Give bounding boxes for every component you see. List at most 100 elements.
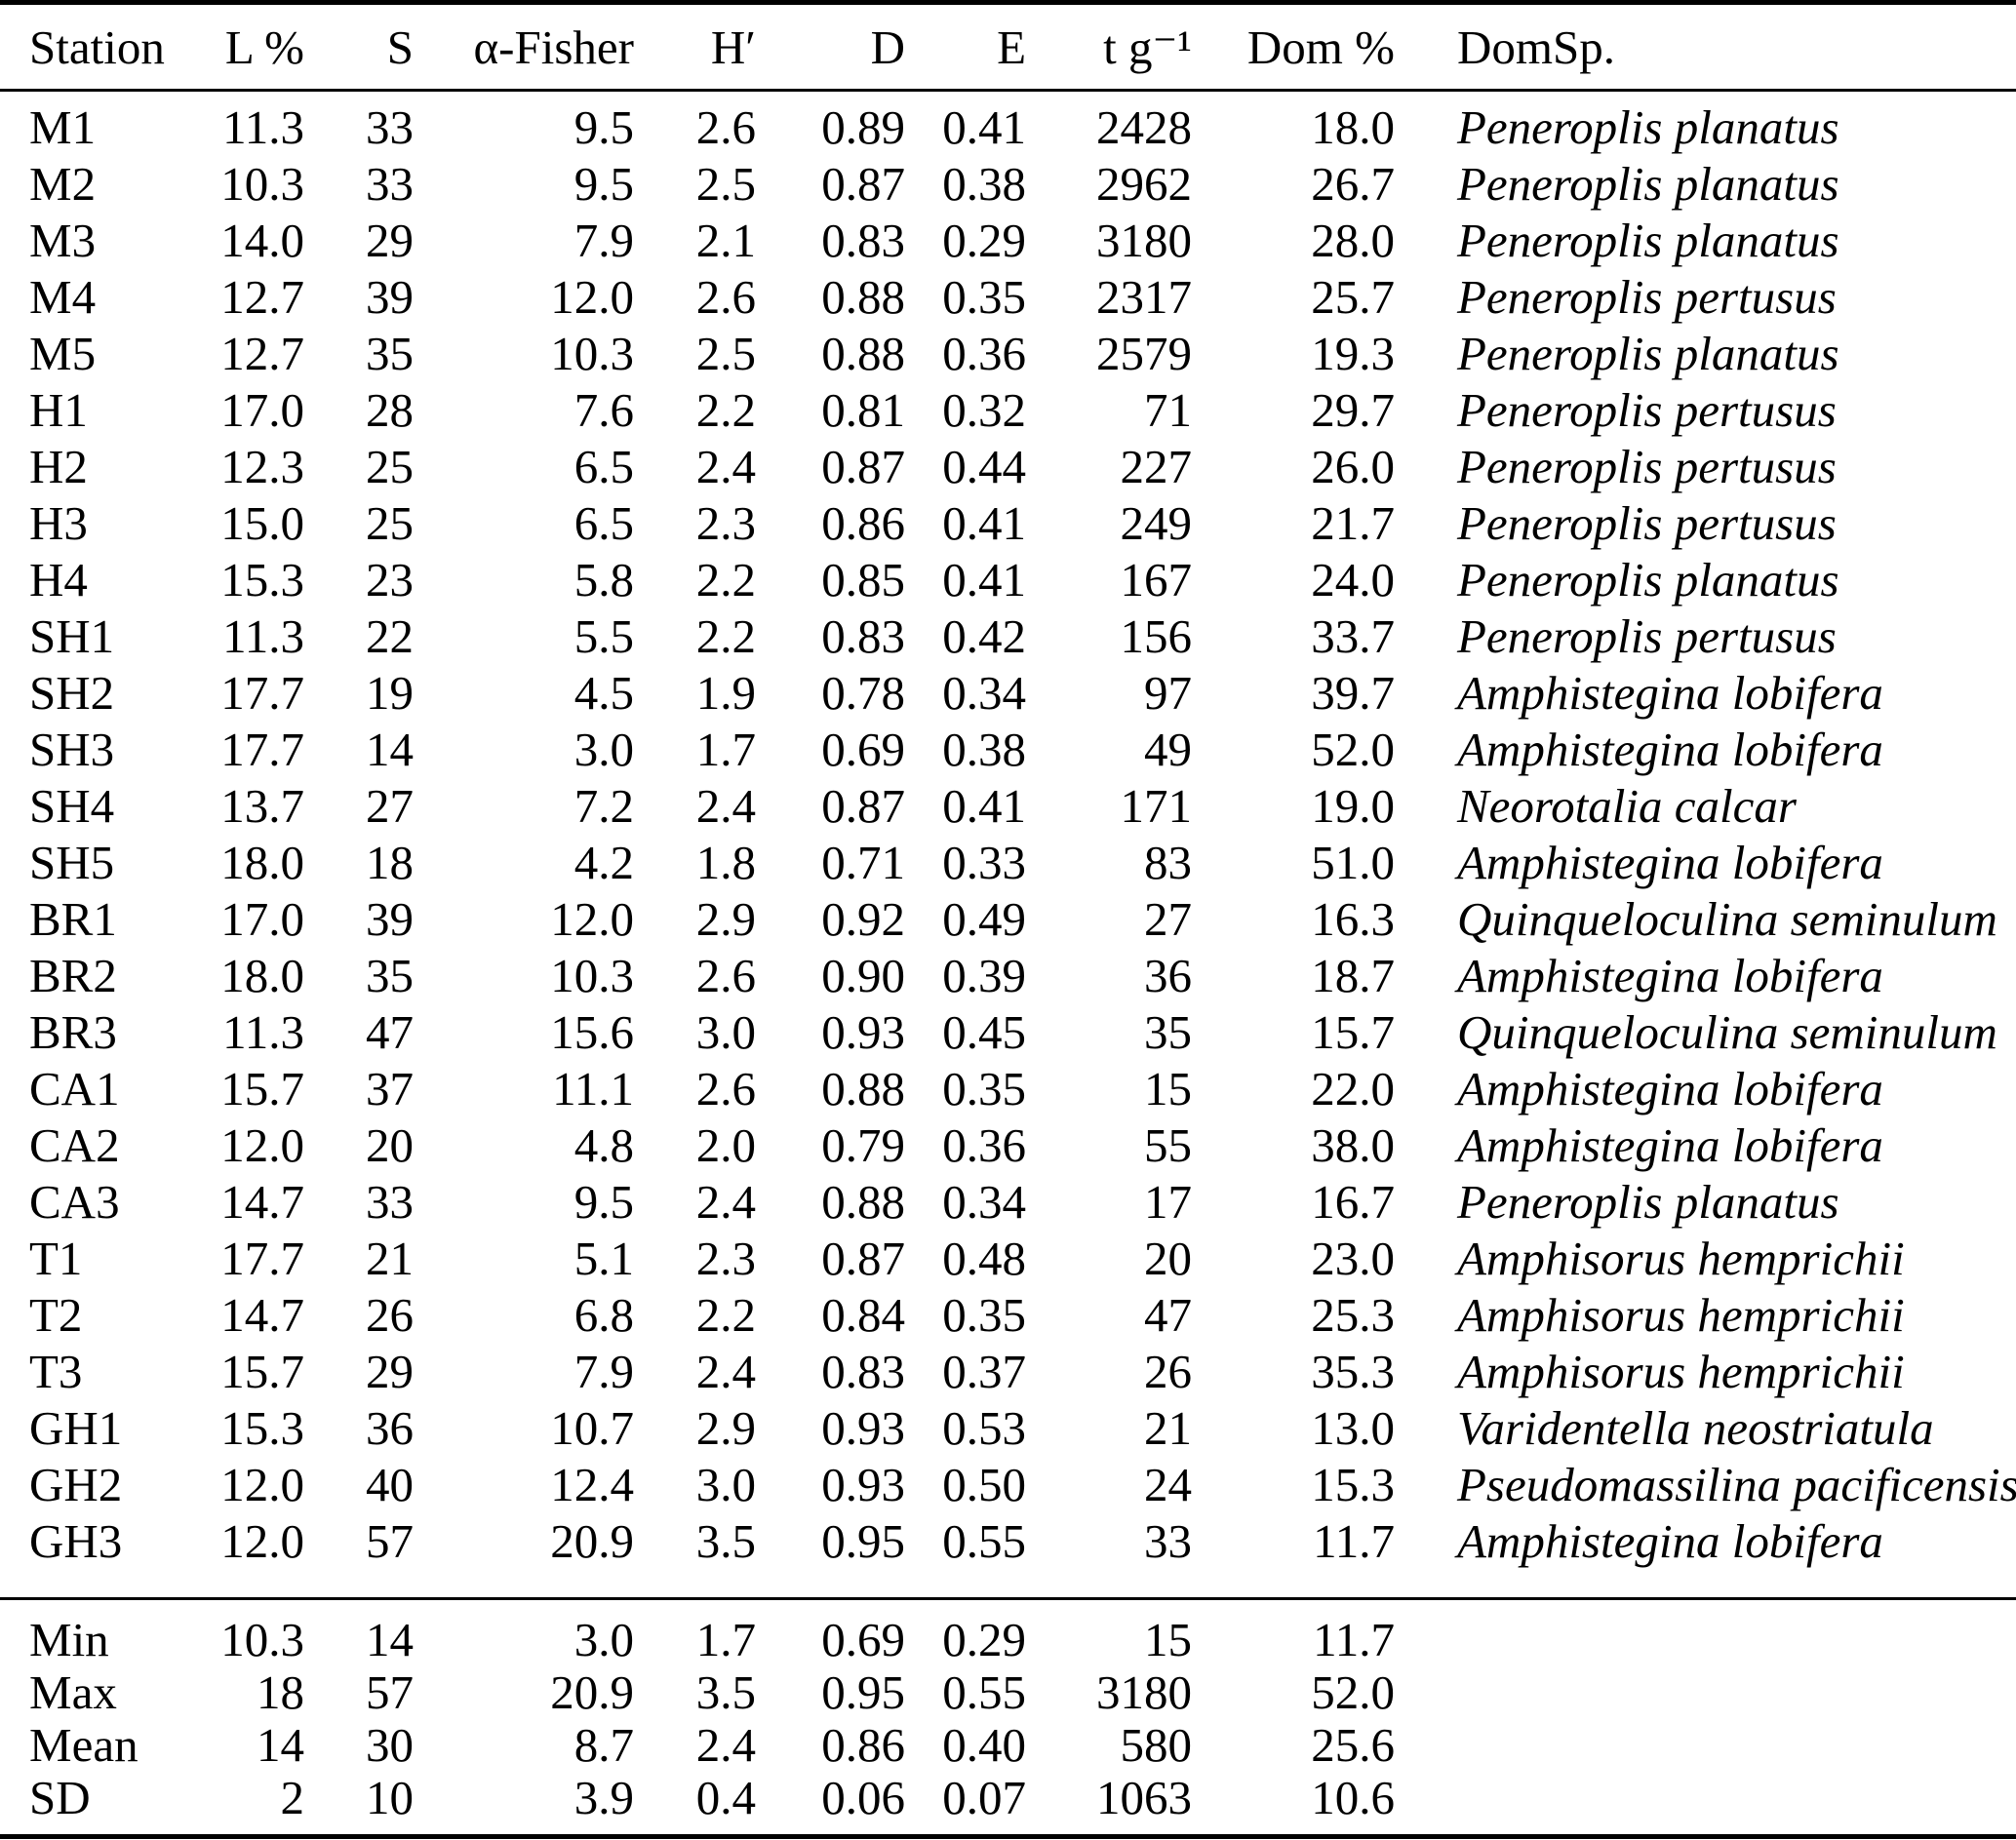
cell-t_per_g: 227 bbox=[1120, 440, 1193, 493]
cell-t_per_g: 83 bbox=[1144, 836, 1192, 889]
cell-e: 0.29 bbox=[905, 1597, 1026, 1666]
table-row-BR2: BR2 18.0 35 10.3 2.6 0.90 0.39 36 18.7 Amphistegi… bbox=[0, 948, 2016, 1004]
table-row-Mean: Mean 14 30 8.7 2.4 0.86 0.40 580 25.6 bbox=[0, 1719, 2016, 1772]
cell-station: CA3 bbox=[29, 1175, 120, 1229]
cell-s: 33 bbox=[366, 1175, 414, 1229]
cell-s: 35 bbox=[366, 327, 414, 380]
cell-alpha_fisher: 6.5 bbox=[573, 496, 634, 550]
cell-s: 26 bbox=[366, 1288, 414, 1342]
column-header-e: E bbox=[905, 0, 1026, 92]
cell-t_per_g: 27 bbox=[1144, 892, 1192, 946]
cell-e: 0.44 bbox=[942, 440, 1026, 493]
cell-l_pct: 11.3 bbox=[222, 609, 304, 663]
table-row-CA3: CA3 14.7 33 9.5 2.4 0.88 0.34 17 16.7 Peneroplis … bbox=[0, 1174, 2016, 1231]
cell-l_pct: 12.3 bbox=[220, 440, 304, 493]
cell-station: SD bbox=[0, 1772, 166, 1839]
table-row-SH1: SH1 11.3 22 5.5 2.2 0.83 0.42 156 33.7 Peneroplis… bbox=[0, 608, 2016, 665]
cell-t_per_g: 580 bbox=[1120, 1718, 1193, 1772]
cell-dom_sp: Peneroplis planatus bbox=[1457, 157, 1839, 211]
cell-e: 0.41 bbox=[942, 100, 1026, 154]
cell-station: T2 bbox=[29, 1288, 83, 1342]
cell-dom_pct: 29.7 bbox=[1311, 383, 1395, 437]
cell-d: 0.88 bbox=[821, 327, 905, 380]
table-body: M1 11.3 33 9.5 2.6 0.89 0.41 2428 18.0 Peneroplis… bbox=[0, 91, 2016, 1599]
cell-t_per_g: 2962 bbox=[1096, 157, 1192, 211]
cell-h_prime: 0.4 bbox=[634, 1772, 756, 1839]
cell-station: GH1 bbox=[29, 1401, 123, 1455]
cell-d: 0.95 bbox=[821, 1665, 905, 1719]
cell-alpha_fisher: 7.9 bbox=[573, 214, 634, 267]
cell-dom_sp: Peneroplis pertusus bbox=[1457, 383, 1837, 437]
cell-s: 14 bbox=[366, 723, 414, 776]
cell-station: Max bbox=[29, 1665, 117, 1719]
cell-d: 0.87 bbox=[821, 1232, 905, 1285]
cell-station: M4 bbox=[29, 270, 97, 324]
cell-station: M1 bbox=[29, 100, 97, 154]
cell-h_prime: 2.0 bbox=[695, 1118, 756, 1172]
cell-s: 19 bbox=[366, 666, 414, 720]
cell-h_prime: 3.0 bbox=[695, 1005, 756, 1059]
column-header-t_per_g: t g⁻¹ bbox=[1026, 0, 1192, 92]
cell-s: 18 bbox=[366, 836, 414, 889]
cell-alpha_fisher: 3.9 bbox=[414, 1772, 634, 1839]
cell-station: CA1 bbox=[29, 1062, 120, 1116]
cell-d: 0.93 bbox=[821, 1005, 905, 1059]
cell-alpha_fisher: 9.5 bbox=[573, 157, 634, 211]
cell-alpha_fisher: 12.0 bbox=[550, 270, 634, 324]
table-row-BR3: BR3 11.3 47 15.6 3.0 0.93 0.45 35 15.7 Quinqueloc… bbox=[0, 1004, 2016, 1061]
cell-s: 35 bbox=[366, 949, 414, 1002]
cell-dom_pct: 25.3 bbox=[1311, 1288, 1395, 1342]
cell-l_pct: 14.7 bbox=[220, 1175, 304, 1229]
cell-s: 23 bbox=[366, 553, 414, 607]
cell-d: 0.78 bbox=[821, 666, 905, 720]
cell-h_prime: 2.4 bbox=[695, 779, 756, 833]
cell-d: 0.88 bbox=[821, 1175, 905, 1229]
table-row-GH3: GH3 12.0 57 20.9 3.5 0.95 0.55 33 11.7 Amphistegi… bbox=[0, 1513, 2016, 1599]
cell-l_pct: 10.3 bbox=[220, 157, 304, 211]
cell-h_prime: 2.6 bbox=[695, 100, 756, 154]
cell-dom_sp: Amphistegina lobifera bbox=[1457, 1062, 1883, 1116]
cell-dom_pct: 39.7 bbox=[1311, 666, 1395, 720]
cell-e: 0.55 bbox=[942, 1514, 1026, 1568]
cell-dom_sp: Amphistegina lobifera bbox=[1457, 666, 1883, 720]
cell-alpha_fisher: 3.0 bbox=[414, 1597, 634, 1666]
cell-h_prime: 3.5 bbox=[695, 1665, 756, 1719]
cell-h_prime: 2.3 bbox=[695, 1232, 756, 1285]
cell-h_prime: 2.1 bbox=[695, 214, 756, 267]
cell-l_pct: 11.3 bbox=[222, 1005, 304, 1059]
cell-dom_sp: Peneroplis planatus bbox=[1457, 214, 1839, 267]
cell-dom_sp: Quinqueloculina seminulum bbox=[1457, 1005, 1997, 1059]
table-row-SH2: SH2 17.7 19 4.5 1.9 0.78 0.34 97 39.7 Amphistegin… bbox=[0, 665, 2016, 722]
table-row-M4: M4 12.7 39 12.0 2.6 0.88 0.35 2317 25.7 Peneropli… bbox=[0, 269, 2016, 326]
cell-s: 37 bbox=[366, 1062, 414, 1116]
cell-d: 0.06 bbox=[756, 1772, 905, 1839]
cell-dom_pct: 24.0 bbox=[1311, 553, 1395, 607]
cell-t_per_g: 2579 bbox=[1096, 327, 1192, 380]
cell-dom_pct: 52.0 bbox=[1311, 723, 1395, 776]
cell-e: 0.45 bbox=[942, 1005, 1026, 1059]
cell-alpha_fisher: 10.3 bbox=[550, 949, 634, 1002]
cell-s: 57 bbox=[366, 1665, 414, 1719]
cell-dom_pct: 35.3 bbox=[1311, 1345, 1395, 1398]
cell-alpha_fisher: 10.3 bbox=[550, 327, 634, 380]
cell-e: 0.42 bbox=[942, 609, 1026, 663]
cell-station: CA2 bbox=[29, 1118, 120, 1172]
column-header-alpha_fisher: α-Fisher bbox=[414, 0, 634, 92]
cell-l_pct: 14.0 bbox=[220, 214, 304, 267]
cell-e: 0.49 bbox=[942, 892, 1026, 946]
cell-d: 0.69 bbox=[756, 1597, 905, 1666]
cell-dom_sp: Amphistegina lobifera bbox=[1457, 949, 1883, 1002]
table-row-SH4: SH4 13.7 27 7.2 2.4 0.87 0.41 171 19.0 Neorotalia… bbox=[0, 778, 2016, 835]
cell-s: 22 bbox=[366, 609, 414, 663]
table-row-T1: T1 17.7 21 5.1 2.3 0.87 0.48 20 23.0 Amphisorus h… bbox=[0, 1231, 2016, 1287]
cell-dom_pct: 26.0 bbox=[1311, 440, 1395, 493]
cell-l_pct: 2 bbox=[166, 1772, 304, 1839]
cell-alpha_fisher: 3.0 bbox=[573, 723, 634, 776]
cell-d: 0.71 bbox=[821, 836, 905, 889]
cell-s: 14 bbox=[304, 1597, 414, 1666]
cell-dom_sp: Peneroplis pertusus bbox=[1457, 609, 1837, 663]
cell-alpha_fisher: 9.5 bbox=[573, 100, 634, 154]
cell-l_pct: 12.7 bbox=[220, 270, 304, 324]
cell-s: 29 bbox=[366, 1345, 414, 1398]
